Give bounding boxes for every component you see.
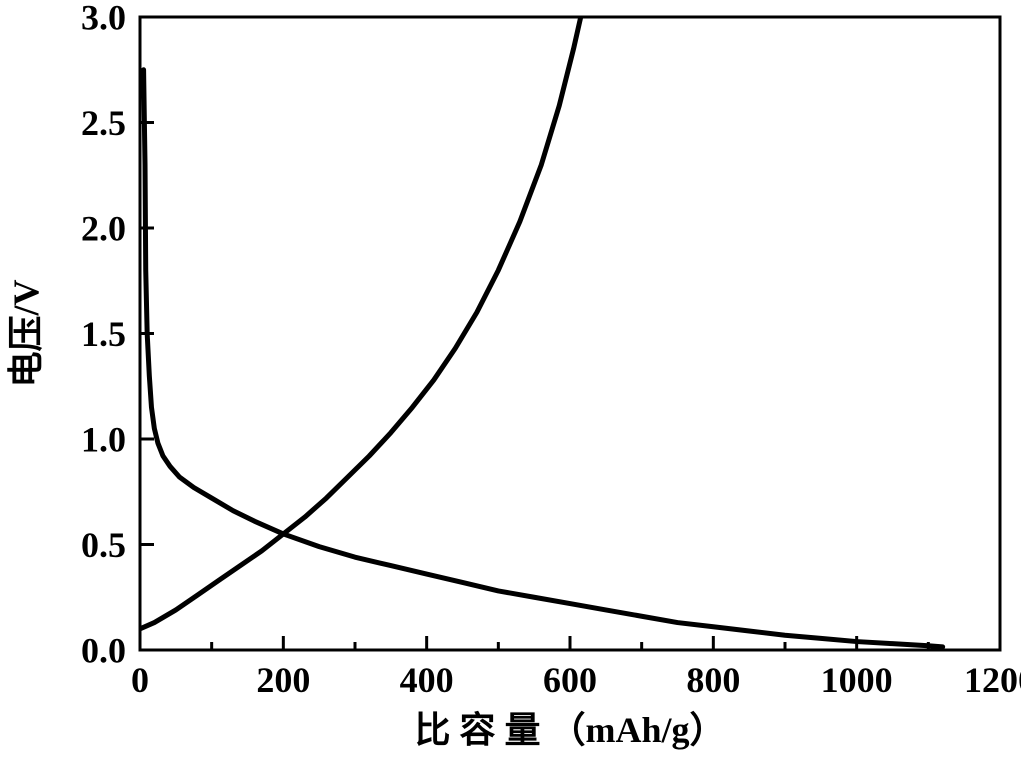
svg-text:200: 200 bbox=[256, 660, 310, 700]
svg-text:0.5: 0.5 bbox=[81, 525, 126, 565]
svg-text:0.0: 0.0 bbox=[81, 631, 126, 671]
svg-text:800: 800 bbox=[686, 660, 740, 700]
svg-text:电压/V: 电压/V bbox=[6, 279, 46, 387]
svg-text:2.5: 2.5 bbox=[81, 103, 126, 143]
chart-container: 0 200 400 600 800 1000 1200 0.0 0.5 1.0 1.5 2.0 2.5 3… bbox=[0, 0, 1021, 766]
svg-text:2.0: 2.0 bbox=[81, 209, 126, 249]
svg-text:3.0: 3.0 bbox=[81, 0, 126, 38]
svg-text:600: 600 bbox=[543, 660, 597, 700]
svg-text:1200: 1200 bbox=[964, 660, 1021, 700]
svg-text:1.0: 1.0 bbox=[81, 420, 126, 460]
svg-text:0: 0 bbox=[131, 660, 149, 700]
line-chart: 0 200 400 600 800 1000 1200 0.0 0.5 1.0 1.5 2.0 2.5 3… bbox=[0, 0, 1021, 766]
svg-text:1000: 1000 bbox=[821, 660, 893, 700]
svg-text:400: 400 bbox=[400, 660, 454, 700]
svg-text:比 容 量 （mAh/g）: 比 容 量 （mAh/g） bbox=[414, 710, 725, 750]
svg-text:1.5: 1.5 bbox=[81, 314, 126, 354]
